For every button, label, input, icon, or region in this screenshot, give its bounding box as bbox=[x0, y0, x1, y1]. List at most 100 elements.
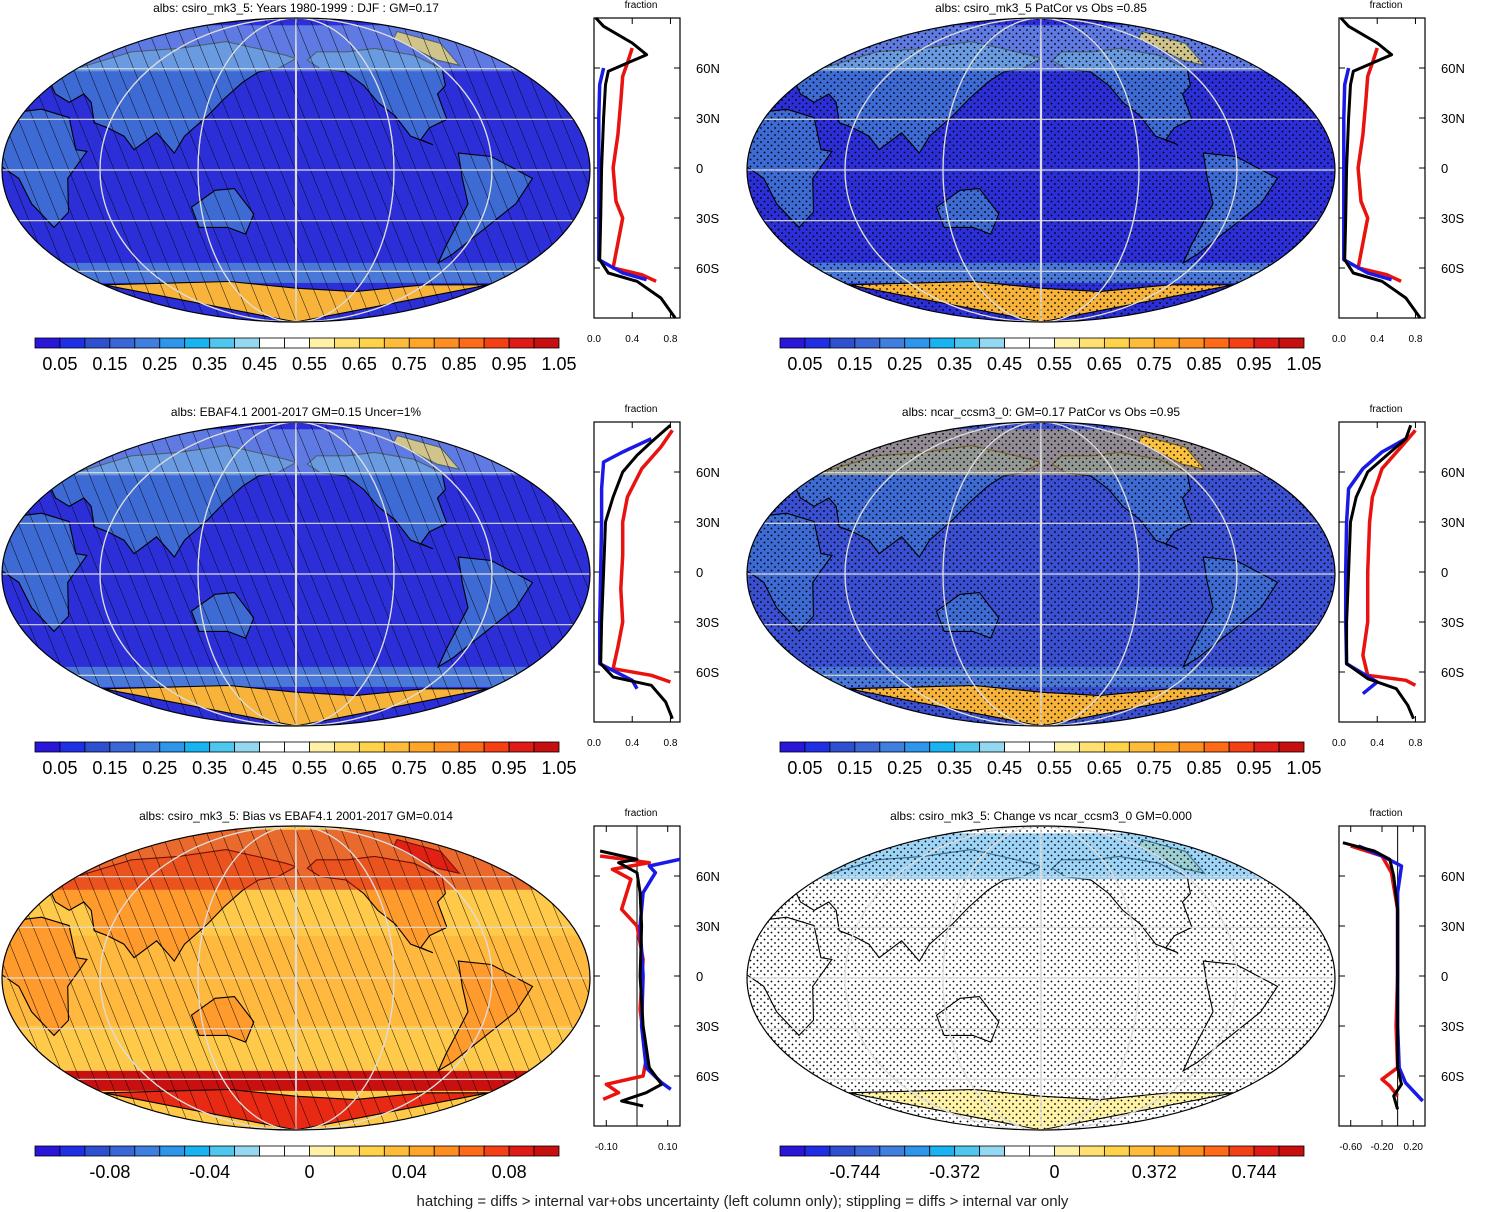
profile-curve-black bbox=[599, 849, 664, 1108]
panel-ncar-ccsm3: albs: ncar_ccsm3_0: GM=0.17 PatCor vs Ob… bbox=[745, 404, 1485, 808]
profile-title: fraction bbox=[625, 0, 658, 11]
colorbar-label: 0.75 bbox=[392, 354, 427, 374]
colorbar-label: -0.372 bbox=[929, 1162, 980, 1182]
colorbar-swatch bbox=[1153, 741, 1180, 753]
colorbar-label: 0.25 bbox=[887, 354, 922, 374]
map-title: albs: csiro_mk3_5: Change vs ncar_ccsm3_… bbox=[890, 809, 1192, 823]
colorbar-label: 0.85 bbox=[1187, 758, 1222, 778]
colorbar-swatch bbox=[508, 1145, 535, 1157]
colorbar-swatch bbox=[458, 337, 485, 349]
colorbar-swatch bbox=[1004, 1145, 1030, 1157]
colorbar-swatch bbox=[1128, 741, 1155, 753]
colorbar-swatch bbox=[159, 1145, 186, 1157]
colorbar-label: 0.15 bbox=[837, 758, 872, 778]
colorbar-swatch bbox=[34, 337, 61, 349]
profile-curve-blue bbox=[1342, 67, 1393, 282]
colorbar-swatch bbox=[358, 741, 385, 753]
colorbar-swatch bbox=[829, 1145, 856, 1157]
colorbar-label: 0.75 bbox=[1137, 758, 1172, 778]
colorbar-label: 0.05 bbox=[787, 758, 822, 778]
colorbar-swatch bbox=[1178, 1145, 1205, 1157]
colorbar-swatch bbox=[929, 337, 956, 349]
panel-csiro-patcor: albs: csiro_mk3_5 PatCor vs Obs =0.85 0.0… bbox=[745, 0, 1485, 404]
colorbar-swatch bbox=[1253, 337, 1280, 349]
map-figure: albs: EBAF4.1 2001-2017 GM=0.15 Uncer=1%… bbox=[1, 404, 720, 778]
colorbar-label: -0.08 bbox=[89, 1162, 130, 1182]
colorbar-swatch bbox=[1203, 1145, 1230, 1157]
profile-x-label: 0.0 bbox=[587, 334, 601, 345]
colorbar-label: 0.55 bbox=[292, 758, 327, 778]
colorbar-swatch bbox=[483, 337, 510, 349]
profile-y-label: 0 bbox=[696, 969, 703, 984]
colorbar-swatch bbox=[84, 741, 111, 753]
footnote: hatching = diffs > internal var+obs unce… bbox=[416, 1193, 1069, 1210]
colorbar-swatch bbox=[779, 1145, 806, 1157]
colorbar-swatch bbox=[1054, 337, 1080, 349]
colorbar-swatch bbox=[408, 741, 435, 753]
colorbar-swatch bbox=[159, 337, 186, 349]
profile-x-label: 0.0 bbox=[1332, 738, 1346, 749]
profile-y-label: 60N bbox=[1441, 465, 1465, 480]
colorbar-swatch bbox=[209, 337, 236, 349]
longitude-line bbox=[844, 826, 1238, 1130]
colorbar-swatch bbox=[1054, 741, 1080, 753]
colorbar-swatch bbox=[1103, 1145, 1130, 1157]
colorbar-swatch bbox=[109, 741, 136, 753]
map-body bbox=[747, 826, 1335, 1130]
colorbar-label: 0.25 bbox=[142, 354, 177, 374]
profile-x-label: -0.20 bbox=[1371, 1142, 1394, 1153]
profile-y-label: 30N bbox=[1441, 919, 1465, 934]
longitude-line bbox=[942, 422, 1140, 726]
colorbar-swatch bbox=[1029, 1145, 1055, 1157]
colorbar-swatch bbox=[879, 337, 906, 349]
colorbar-swatch bbox=[184, 337, 211, 349]
colorbar-swatch bbox=[1128, 337, 1155, 349]
colorbar-swatch bbox=[979, 741, 1005, 753]
colorbar-swatch bbox=[259, 741, 285, 753]
colorbar: 0.05 0.15 0.25 0.35 0.45 0.55 0.65 0.75 0.85 0.95… bbox=[779, 741, 1322, 778]
colorbar-label: 0.04 bbox=[392, 1162, 427, 1182]
colorbar-swatch bbox=[1153, 337, 1180, 349]
colorbar-label: 0.65 bbox=[342, 354, 377, 374]
profile-curve-black bbox=[599, 424, 674, 720]
map-figure: albs: ncar_ccsm3_0: GM=0.17 PatCor vs Ob… bbox=[746, 404, 1465, 778]
colorbar-swatch bbox=[954, 337, 981, 349]
profile-title: fraction bbox=[625, 404, 658, 415]
colorbar-swatch bbox=[284, 1145, 310, 1157]
profile-x-label: 0.4 bbox=[1370, 334, 1384, 345]
colorbar-label: 0.75 bbox=[1137, 354, 1172, 374]
colorbar-label: 0.35 bbox=[192, 758, 227, 778]
profile-y-label: 60N bbox=[1441, 61, 1465, 76]
colorbar-swatch bbox=[904, 1145, 931, 1157]
longitude-line bbox=[942, 18, 1140, 322]
profile-y-label: 60S bbox=[1441, 1069, 1464, 1084]
map-body bbox=[2, 826, 590, 1130]
colorbar-swatch bbox=[234, 337, 260, 349]
profile-x-label: -0.60 bbox=[1339, 1142, 1362, 1153]
map-body bbox=[747, 18, 1335, 322]
profile-y-label: 0 bbox=[696, 565, 703, 580]
profile-y-label: 0 bbox=[1441, 565, 1448, 580]
colorbar-label: 0.35 bbox=[937, 354, 972, 374]
colorbar-swatch bbox=[533, 1145, 560, 1157]
colorbar-swatch bbox=[109, 1145, 136, 1157]
colorbar-swatch bbox=[234, 741, 260, 753]
colorbar-swatch bbox=[334, 1145, 360, 1157]
map-body bbox=[2, 18, 590, 322]
colorbar-swatch bbox=[209, 741, 236, 753]
colorbar-label: 0.65 bbox=[342, 758, 377, 778]
panel-csiro-climatology: albs: csiro_mk3_5: Years 1980-1999 : DJF… bbox=[0, 0, 740, 404]
longitude-line bbox=[1039, 422, 1043, 726]
colorbar-swatch bbox=[309, 337, 335, 349]
colorbar-label: 0.65 bbox=[1087, 758, 1122, 778]
colorbar-label: 0.45 bbox=[987, 758, 1022, 778]
colorbar-label: 0.372 bbox=[1132, 1162, 1177, 1182]
profile-y-label: 60N bbox=[696, 61, 720, 76]
colorbar-swatch bbox=[134, 337, 161, 349]
profile-x-label: 0.8 bbox=[663, 738, 677, 749]
colorbar-swatch bbox=[854, 741, 881, 753]
zonal-profile: fraction 60N 30N 0 30S 60S 0.0 0.4 0.8 bbox=[587, 404, 720, 749]
colorbar-swatch bbox=[1004, 337, 1030, 349]
colorbar-label: 0.15 bbox=[92, 354, 127, 374]
colorbar-label: 1.05 bbox=[1286, 354, 1321, 374]
